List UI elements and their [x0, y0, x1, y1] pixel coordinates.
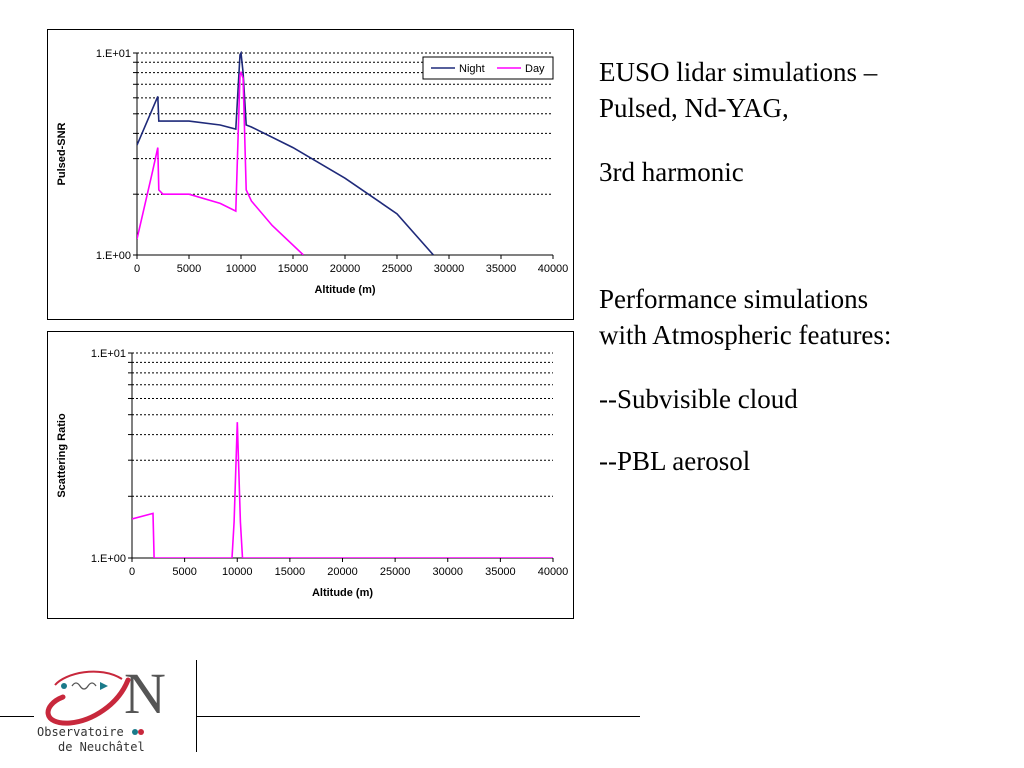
legend-box [422, 56, 554, 80]
logo-arc [54, 670, 123, 686]
x-tick-label: 20000 [330, 263, 361, 275]
feature-pbl-aerosol: --PBL aerosol [599, 446, 751, 476]
logo-graphic: N Observatoire de Neuchâtel [37, 661, 166, 754]
x-tick-label: 0 [134, 263, 140, 275]
x-tick-label: 5000 [177, 263, 201, 275]
snr-chart: 1.E+00 1.E+01 0 5000 10000 15000 20000 25000 300… [56, 48, 569, 296]
performance-line1: Performance simulations [599, 284, 869, 314]
feature-subvisible-cloud: --Subvisible cloud [599, 384, 798, 414]
series-line-day [137, 70, 304, 255]
scattering-chart-panel: 1.E+00 1.E+01 0 5000 10000 15000 20000 25000 300… [47, 331, 574, 619]
legend-label-day: Day [525, 63, 545, 75]
legend-label-night: Night [459, 63, 485, 75]
x-tick-label: 10000 [226, 263, 257, 275]
y-tick-label: 1.E+00 [96, 250, 131, 262]
x-axis-title: Altitude (m) [312, 587, 373, 599]
x-tick-label: 30000 [434, 263, 465, 275]
heading-line2: Pulsed, Nd-YAG, [599, 93, 789, 123]
x-tick-label: 40000 [538, 566, 569, 578]
y-axis-title: Scattering Ratio [56, 413, 68, 498]
x-tick-label: 35000 [485, 566, 516, 578]
footer-rule-right [196, 716, 640, 717]
logo-wave [71, 682, 97, 690]
x-tick-label: 30000 [432, 566, 463, 578]
logo-dot-red [138, 729, 144, 735]
logo-letter: N [124, 661, 166, 726]
x-tick-label: 20000 [327, 566, 358, 578]
logo-line1: Observatoire [37, 725, 124, 739]
x-tick-label: 15000 [275, 566, 306, 578]
x-tick-label: 5000 [172, 566, 196, 578]
series-line [132, 422, 553, 558]
logo-dot [61, 683, 67, 689]
y-tick-label: 1.E+01 [91, 348, 126, 360]
harmonic-text: 3rd harmonic [599, 157, 744, 187]
x-tick-label: 40000 [538, 263, 569, 275]
logo-line2: de Neuchâtel [58, 740, 145, 754]
logo-swoosh [45, 677, 131, 726]
x-tick-label: 25000 [380, 566, 411, 578]
x-tick-label: 25000 [382, 263, 413, 275]
logo-divider [196, 660, 197, 752]
logo-arrow [100, 682, 108, 690]
scattering-chart: 1.E+00 1.E+01 0 5000 10000 15000 20000 25000 300… [56, 348, 569, 599]
x-axis-title: Altitude (m) [314, 284, 375, 296]
logo-dot-teal [132, 729, 138, 735]
x-tick-label: 35000 [486, 263, 517, 275]
performance-line2: with Atmospheric features: [599, 320, 892, 350]
y-tick-label: 1.E+00 [91, 553, 126, 565]
y-axis-title: Pulsed-SNR [56, 122, 68, 185]
series-line-night [137, 51, 434, 255]
x-tick-label: 15000 [278, 263, 309, 275]
x-tick-label: 0 [129, 566, 135, 578]
y-tick-label: 1.E+01 [96, 48, 131, 60]
footer-rule-left [0, 716, 34, 717]
observatoire-logo: N Observatoire de Neuchâtel [0, 655, 200, 755]
heading-line1: EUSO lidar simulations – [599, 57, 878, 87]
snr-chart-panel: 1.E+00 1.E+01 0 5000 10000 15000 20000 25000 300… [47, 29, 574, 320]
x-tick-label: 10000 [222, 566, 253, 578]
